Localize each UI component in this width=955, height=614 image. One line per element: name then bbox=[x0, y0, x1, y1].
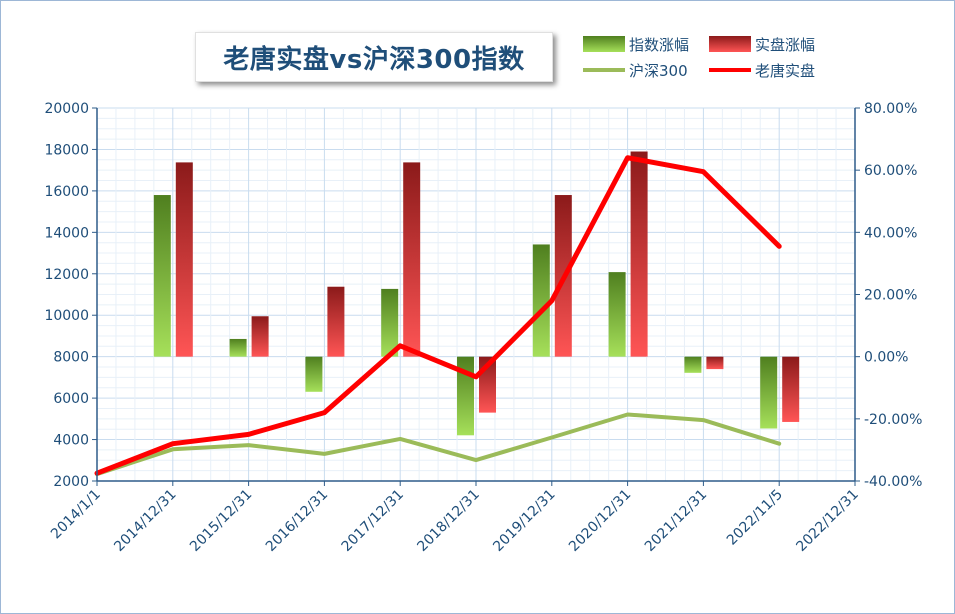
left-tick-label: 20000 bbox=[44, 101, 89, 117]
x-tick-label: 2022/11/5 bbox=[724, 487, 786, 549]
bar-实盘涨幅 bbox=[403, 162, 421, 357]
right-tick-label: 20.00% bbox=[864, 288, 917, 304]
x-tick-label: 2021/12/31 bbox=[642, 487, 710, 555]
x-tick-label: 2015/12/31 bbox=[187, 487, 255, 555]
bar-实盘涨幅 bbox=[630, 151, 648, 357]
right-tick-label: 40.00% bbox=[864, 225, 917, 241]
left-tick-label: 18000 bbox=[44, 142, 89, 158]
left-tick-label: 14000 bbox=[44, 225, 89, 241]
x-tick-label: 2019/12/31 bbox=[490, 487, 558, 555]
x-tick-label: 2016/12/31 bbox=[263, 487, 331, 555]
right-tick-label: 60.00% bbox=[864, 163, 917, 179]
right-tick-label: 80.00% bbox=[864, 101, 917, 117]
bar-实盘涨幅 bbox=[175, 162, 193, 357]
bar-实盘涨幅 bbox=[782, 356, 800, 422]
bar-实盘涨幅 bbox=[706, 356, 724, 370]
lines bbox=[94, 155, 782, 477]
right-tick-label: 0.00% bbox=[864, 350, 908, 366]
left-tick-label: 12000 bbox=[44, 267, 89, 283]
left-tick-label: 16000 bbox=[44, 184, 89, 200]
left-tick-label: 10000 bbox=[44, 308, 89, 324]
legend-label: 沪深300 bbox=[629, 62, 688, 80]
chart-title-box: 老唐实盘vs沪深300指数 bbox=[195, 32, 553, 82]
chart-title: 老唐实盘vs沪深300指数 bbox=[223, 44, 525, 75]
bar-指数涨幅 bbox=[153, 195, 171, 357]
right-tick-label: -20.00% bbox=[864, 412, 922, 428]
bar-指数涨幅 bbox=[760, 356, 778, 429]
bar-指数涨幅 bbox=[532, 244, 550, 357]
x-tick-label: 2017/12/31 bbox=[339, 487, 407, 555]
bar-指数涨幅 bbox=[608, 272, 626, 357]
line-series-老唐实盘 bbox=[94, 155, 782, 476]
legend-label: 实盘涨幅 bbox=[755, 36, 815, 54]
x-tick-label: 2018/12/31 bbox=[414, 487, 482, 555]
bar-指数涨幅 bbox=[305, 356, 323, 392]
right-tick-label: -40.00% bbox=[864, 474, 922, 490]
left-tick-label: 4000 bbox=[53, 433, 89, 449]
left-tick-label: 6000 bbox=[53, 391, 89, 407]
bar-实盘涨幅 bbox=[251, 316, 269, 357]
bar-指数涨幅 bbox=[229, 338, 247, 357]
legend-label: 老唐实盘 bbox=[755, 62, 815, 80]
x-tick-label: 2020/12/31 bbox=[566, 487, 634, 555]
left-tick-label: 8000 bbox=[53, 350, 89, 366]
grid-lines bbox=[96, 107, 856, 482]
x-tick-label: 2014/1/1 bbox=[48, 487, 104, 543]
x-tick-label: 2022/12/31 bbox=[793, 487, 861, 555]
bar-指数涨幅 bbox=[381, 288, 399, 357]
legend-swatch-指数涨幅 bbox=[583, 36, 625, 52]
left-tick-label: 2000 bbox=[53, 474, 89, 490]
line-series-沪深300 bbox=[95, 412, 782, 477]
bar-实盘涨幅 bbox=[327, 286, 345, 357]
legend-label: 指数涨幅 bbox=[629, 36, 689, 54]
bar-指数涨幅 bbox=[684, 356, 702, 373]
legend-swatch-实盘涨幅 bbox=[709, 36, 751, 52]
x-tick-label: 2014/12/31 bbox=[111, 487, 179, 555]
